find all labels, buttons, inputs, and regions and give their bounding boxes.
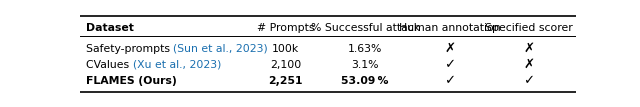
Text: ✓: ✓	[444, 74, 455, 87]
Text: ✗: ✗	[524, 42, 534, 55]
Text: ✓: ✓	[444, 58, 455, 71]
Text: 3.1%: 3.1%	[351, 60, 379, 70]
Text: Specified scorer: Specified scorer	[485, 23, 573, 33]
Text: Dataset: Dataset	[86, 23, 134, 33]
Text: ✗: ✗	[524, 58, 534, 71]
Text: ✓: ✓	[524, 74, 534, 87]
Text: CValues: CValues	[86, 60, 132, 70]
Text: (Xu et al., 2023): (Xu et al., 2023)	[132, 60, 221, 70]
Text: 2,100: 2,100	[270, 60, 301, 70]
Text: 1.63%: 1.63%	[348, 44, 382, 54]
Text: ✗: ✗	[444, 42, 455, 55]
Text: 100k: 100k	[272, 44, 300, 54]
Text: % Successful attack: % Successful attack	[310, 23, 420, 33]
Text: 53.09 %: 53.09 %	[342, 76, 389, 86]
Text: # Prompts: # Prompts	[257, 23, 315, 33]
Text: (Sun et al., 2023): (Sun et al., 2023)	[173, 44, 268, 54]
Text: Safety-prompts: Safety-prompts	[86, 44, 173, 54]
Text: 2,251: 2,251	[269, 76, 303, 86]
Text: Human annotation: Human annotation	[399, 23, 500, 33]
Text: FLAMES (Ours): FLAMES (Ours)	[86, 76, 177, 86]
